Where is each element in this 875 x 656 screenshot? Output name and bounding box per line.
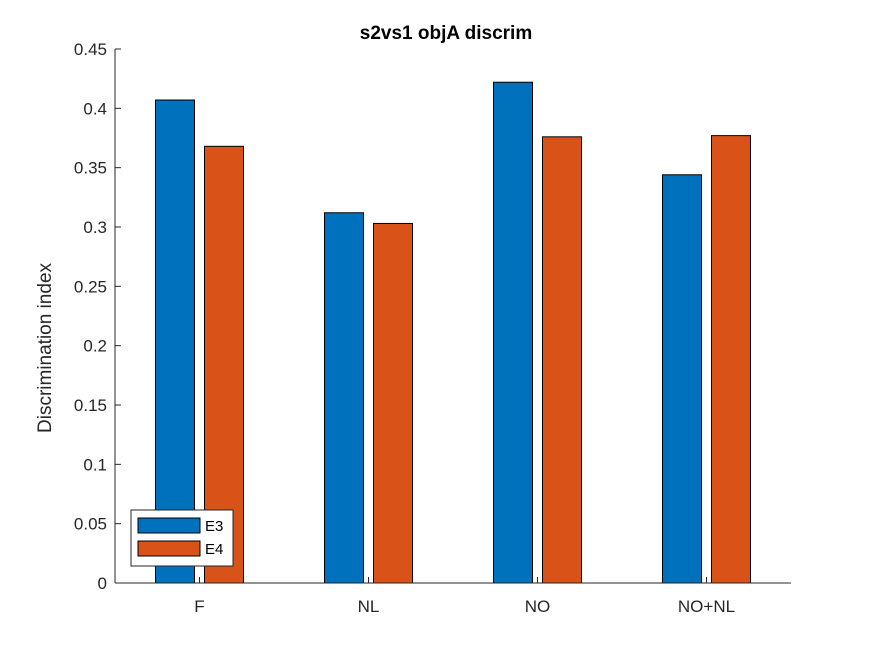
y-tick-label: 0 [98,574,107,593]
y-tick-label: 0.3 [83,218,107,237]
y-tick-label: 0.25 [74,277,107,296]
y-tick-label: 0.15 [74,396,107,415]
bar-e4-no [542,136,582,584]
x-tick-label: NO [525,597,551,616]
y-tick-label: 0.45 [74,40,107,59]
legend-swatch-e4 [137,540,201,557]
legend-label-e3: E3 [205,518,223,535]
chart-title: s2vs1 objA discrim [360,23,532,44]
axes-group: 0 0.05 0.1 0.15 0.2 0.25 0.3 0.35 0.4 0.45 F NL NO NO… [74,40,791,616]
x-tick-label: F [194,597,204,616]
bar-e4-nl [373,222,413,584]
bar-e3-no-nl [662,174,702,584]
x-tick-label: NL [358,597,380,616]
y-axis-title: Discrimination index [35,263,56,434]
legend-label-e4: E4 [205,541,223,558]
x-tick-label: NO+NL [678,597,735,616]
bar-e3-f [155,99,195,584]
y-tick-label: 0.05 [74,515,107,534]
y-tick-label: 0.1 [83,455,107,474]
y-tick-label: 0.2 [83,337,107,356]
bars-group [155,81,751,584]
legend-swatch-e3 [137,517,201,534]
bar-e4-no-nl [711,135,751,584]
y-tick-label: 0.4 [83,99,107,118]
y-tick-label: 0.35 [74,159,107,178]
bar-e3-nl [324,212,364,584]
bar-e3-no [493,81,533,584]
